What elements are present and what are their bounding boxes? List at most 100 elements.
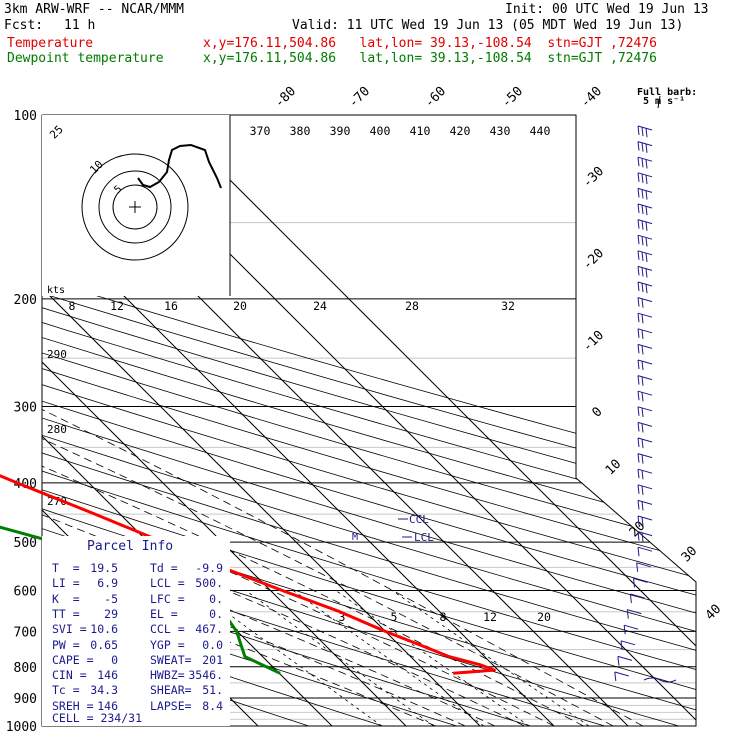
mixing-ratio-line <box>245 590 434 726</box>
wind-barb <box>637 515 653 527</box>
parcel-info-panel: Parcel Info T = 19.5 Td = -9.9 LI = 6.9 LCL = 5… <box>42 536 230 726</box>
m-marker: M <box>352 532 358 543</box>
parcel-row-2-col-1: -5 <box>104 591 118 606</box>
parcel-row-0-col-0: T = <box>52 561 80 575</box>
theta-side-label-290: 290 <box>47 348 67 361</box>
dry-adiabat <box>42 400 740 608</box>
mixing-ratio-line <box>391 590 590 726</box>
parcel-row-0-col-2: Td = <box>150 561 178 575</box>
wind-barb <box>637 156 653 169</box>
theta-label-440: 440 <box>530 124 551 138</box>
parcel-row-3-col-0: TT = <box>52 606 80 621</box>
parcel-row-7-col-2: HWBZ= <box>150 668 185 683</box>
parcel-row-3-col-1: 29 <box>104 606 118 621</box>
theta-label-380: 380 <box>290 124 311 138</box>
moist-adiabat <box>42 409 643 726</box>
forecast-label: Fcst: <box>4 18 44 33</box>
wind-barb <box>637 390 653 402</box>
wind-barb <box>637 141 653 153</box>
wind-barb <box>637 359 653 371</box>
wind-barb <box>637 453 653 464</box>
wind-speed-label-12: 12 <box>110 299 124 313</box>
dry-adiabat <box>42 508 740 723</box>
wind-barb <box>637 468 653 480</box>
valid-time: Valid: 11 UTC Wed 19 Jun 13 (05 MDT Wed … <box>292 18 684 33</box>
dry-adiabat <box>42 307 740 508</box>
parcel-row-0-col-3: -9.9 <box>195 561 223 575</box>
temperature-profile <box>0 474 496 675</box>
wind-barb <box>637 375 653 386</box>
wind-barb <box>637 499 653 511</box>
parcel-row-1-col-0: LI = <box>52 576 80 591</box>
theta-side-label-280: 280 <box>47 423 67 436</box>
parcel-row-6-col-3: 201 <box>202 652 223 667</box>
temperature-location: x,y=176.11,504.86 lat,lon= 39.13,-108.54… <box>203 36 657 51</box>
parcel-row-6-col-0: CAPE = <box>52 652 94 667</box>
wind-barbs <box>614 125 677 683</box>
model-title: 3km ARW-WRF -- NCAR/MMM <box>4 2 185 17</box>
dry-adiabat <box>42 352 740 557</box>
hodograph-trace <box>137 143 222 189</box>
dry-adiabat <box>42 337 740 540</box>
theta-label-390: 390 <box>330 124 351 138</box>
wind-speed-label-32: 32 <box>501 299 515 313</box>
parcel-row-5-col-1: 0.65 <box>90 637 118 652</box>
parcel-row-5-col-0: PW = <box>52 637 80 652</box>
full-barb-label: Full barb: <box>637 87 697 98</box>
hodograph-inset: 25 10 5 <box>42 115 231 296</box>
parcel-row-7-col-3: 3546. <box>188 668 223 683</box>
wind-barb <box>633 577 648 588</box>
parcel-row-1-col-2: LCL = <box>150 576 185 591</box>
parcel-row-9-col-2: LAPSE= <box>150 698 192 713</box>
wind-barb <box>636 562 651 572</box>
parcel-row-3-col-3: 0. <box>209 606 223 621</box>
parcel-row-4-col-0: SVI = <box>52 622 87 637</box>
full-barb-legend: Full barb: 5 m s⁻¹ <box>637 87 697 109</box>
pressure-label-800: 800 <box>14 661 37 676</box>
dry-adiabat <box>42 452 740 663</box>
wind-barb <box>637 187 653 200</box>
mixing-ratio-label-3: 3 <box>339 610 346 624</box>
wind-barb <box>637 203 653 216</box>
isotherm-label--80: -80 <box>272 84 299 111</box>
wind-barb <box>637 250 653 263</box>
parcel-row-8-col-1: 34.3 <box>90 683 118 698</box>
parcel-row-1-col-3: 500. <box>195 576 223 591</box>
parcel-row-5-col-2: YGP = <box>150 637 185 652</box>
parcel-row-6-col-1: 0 <box>111 652 118 667</box>
mixing-ratio-label-20: 20 <box>537 610 551 624</box>
wind-barb <box>637 219 653 231</box>
lcl-label: LCL <box>414 531 434 544</box>
forecast-hour: 11 h <box>64 18 96 33</box>
parcel-cell: CELL = 234/31 <box>52 711 143 725</box>
wind-barb <box>626 609 642 619</box>
mixing-ratio-label-5: 5 <box>391 610 398 624</box>
wind-barb <box>637 343 653 355</box>
parcel-row-2-col-2: LFC = <box>150 591 185 606</box>
pressure-label-300: 300 <box>14 401 37 416</box>
parcel-row-3-col-2: EL = <box>150 606 178 621</box>
parcel-row-2-col-0: K = <box>52 591 80 606</box>
wind-speed-label-28: 28 <box>405 299 419 313</box>
parcel-row-8-col-2: SHEAR= <box>150 683 192 698</box>
wind-barb <box>637 312 653 324</box>
wind-barb <box>637 421 653 433</box>
wind-barb <box>629 593 645 604</box>
theta-label-370: 370 <box>250 124 271 138</box>
wind-barb <box>637 234 653 247</box>
parcel-row-0-col-1: 19.5 <box>90 561 118 575</box>
pressure-label-1000: 1000 <box>6 720 37 735</box>
wind-barb <box>620 640 636 650</box>
hodograph-ring-outer <box>81 153 189 261</box>
wind-barb <box>637 265 653 278</box>
pressure-label-600: 600 <box>14 584 37 599</box>
isotherm-label--70: -70 <box>346 84 373 111</box>
wind-barb <box>637 281 653 294</box>
parcel-info-title: Parcel Info <box>87 539 174 554</box>
pressure-label-900: 900 <box>14 692 37 707</box>
theta-label-410: 410 <box>410 124 431 138</box>
temperature-legend: Temperature <box>7 36 94 51</box>
parcel-row-9-col-0: SREH = <box>52 698 94 713</box>
wind-barb <box>617 655 633 666</box>
parcel-row-2-col-3: 0. <box>209 591 223 606</box>
